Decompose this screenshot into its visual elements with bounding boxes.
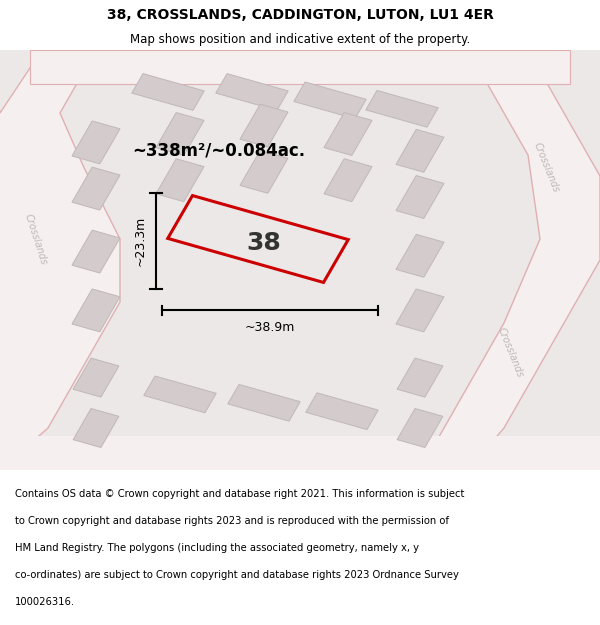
- Polygon shape: [397, 409, 443, 447]
- Polygon shape: [0, 50, 600, 470]
- Text: ~338m²/~0.084ac.: ~338m²/~0.084ac.: [132, 142, 305, 160]
- Polygon shape: [324, 112, 372, 156]
- Text: Crosslands: Crosslands: [23, 212, 49, 266]
- Text: HM Land Registry. The polygons (including the associated geometry, namely x, y: HM Land Registry. The polygons (includin…: [15, 543, 419, 553]
- Polygon shape: [144, 376, 216, 413]
- Polygon shape: [366, 91, 438, 128]
- Polygon shape: [240, 104, 288, 147]
- Text: ~23.3m: ~23.3m: [134, 216, 147, 266]
- Text: ~38.9m: ~38.9m: [245, 321, 295, 334]
- Polygon shape: [72, 230, 120, 273]
- Polygon shape: [324, 159, 372, 202]
- Text: Crosslands: Crosslands: [532, 141, 560, 194]
- Text: Crosslands: Crosslands: [496, 326, 524, 379]
- Polygon shape: [30, 50, 570, 84]
- Text: 100026316.: 100026316.: [15, 597, 75, 607]
- Polygon shape: [396, 129, 444, 173]
- Polygon shape: [73, 358, 119, 397]
- Polygon shape: [396, 176, 444, 219]
- Polygon shape: [156, 159, 204, 202]
- Polygon shape: [240, 151, 288, 193]
- Polygon shape: [420, 50, 600, 470]
- Polygon shape: [73, 409, 119, 447]
- Polygon shape: [72, 121, 120, 164]
- Text: co-ordinates) are subject to Crown copyright and database rights 2023 Ordnance S: co-ordinates) are subject to Crown copyr…: [15, 570, 459, 580]
- Polygon shape: [216, 74, 288, 111]
- Polygon shape: [72, 289, 120, 332]
- Polygon shape: [72, 167, 120, 210]
- Text: to Crown copyright and database rights 2023 and is reproduced with the permissio: to Crown copyright and database rights 2…: [15, 516, 449, 526]
- Polygon shape: [132, 74, 204, 111]
- Polygon shape: [0, 50, 120, 470]
- Polygon shape: [156, 112, 204, 156]
- Polygon shape: [228, 384, 300, 421]
- Polygon shape: [397, 358, 443, 397]
- Text: Contains OS data © Crown copyright and database right 2021. This information is : Contains OS data © Crown copyright and d…: [15, 489, 464, 499]
- Polygon shape: [0, 436, 600, 470]
- Polygon shape: [396, 289, 444, 332]
- Polygon shape: [306, 392, 378, 429]
- Polygon shape: [396, 234, 444, 278]
- Text: 38: 38: [247, 231, 281, 255]
- Polygon shape: [294, 82, 366, 119]
- Text: Map shows position and indicative extent of the property.: Map shows position and indicative extent…: [130, 34, 470, 46]
- Text: 38, CROSSLANDS, CADDINGTON, LUTON, LU1 4ER: 38, CROSSLANDS, CADDINGTON, LUTON, LU1 4…: [107, 8, 493, 22]
